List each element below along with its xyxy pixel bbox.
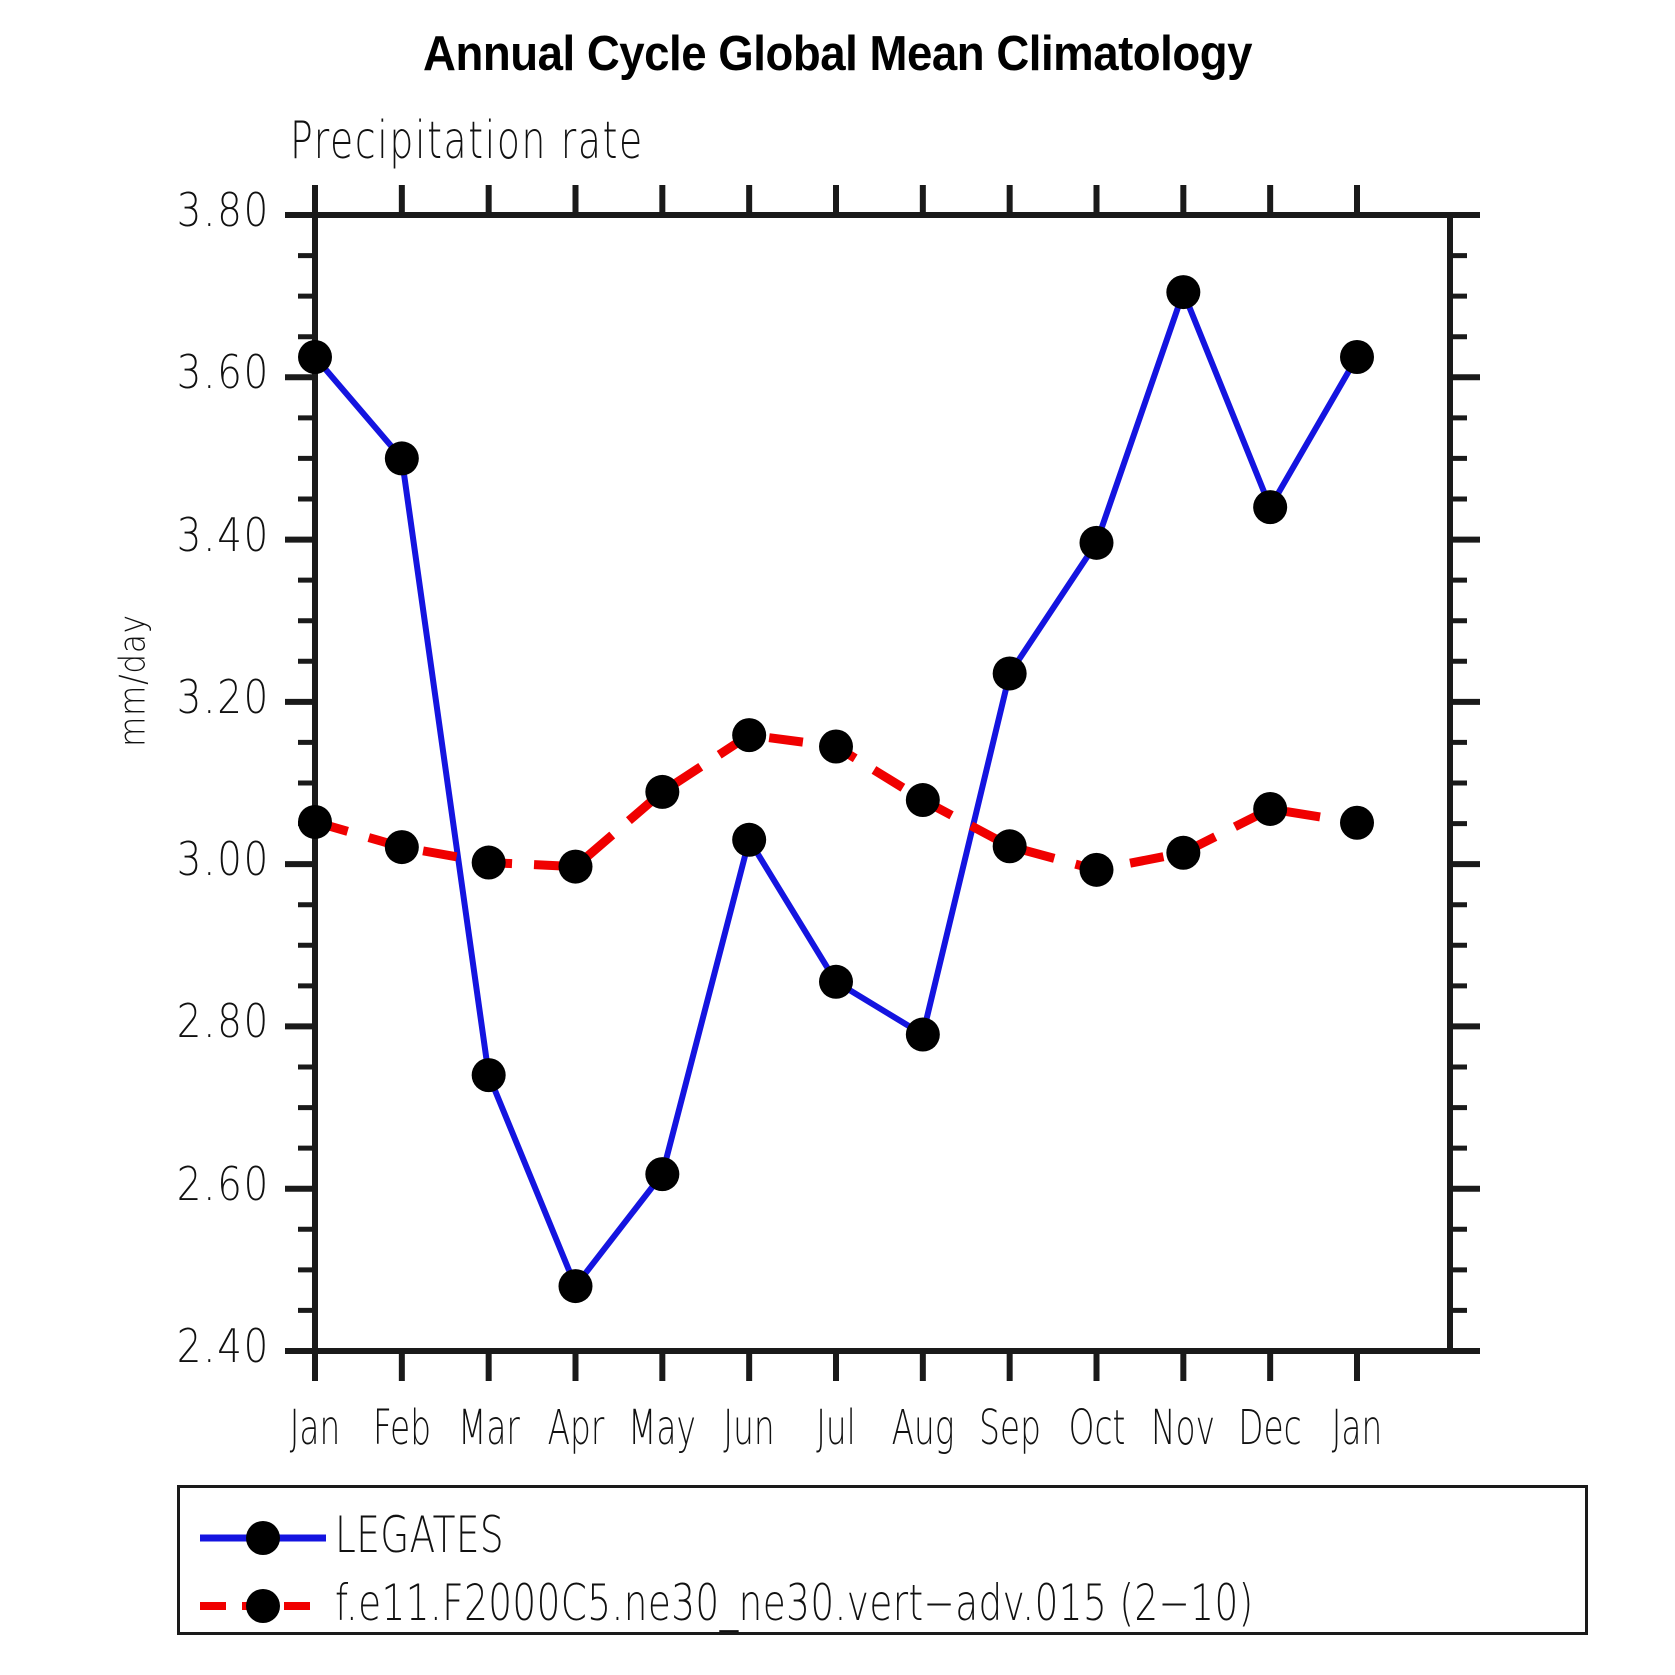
data-point — [558, 1269, 593, 1304]
x-tick-label: May — [628, 1399, 697, 1456]
data-point — [1166, 275, 1201, 310]
chart-subtitle: Precipitation rate — [290, 110, 644, 171]
y-tick-label: 3.60 — [176, 345, 270, 400]
data-point — [819, 964, 853, 999]
y-tick-label: 2.80 — [176, 994, 270, 1049]
data-point — [298, 804, 332, 839]
legend-swatch-model — [200, 1589, 326, 1623]
page-title: Annual Cycle Global Mean Climatology — [423, 27, 1252, 81]
data-point — [645, 774, 680, 809]
x-tick-label: Oct — [1068, 1399, 1125, 1456]
y-tick-label: 3.00 — [176, 832, 270, 887]
legend-label-0: LEGATES — [335, 1506, 505, 1565]
data-point — [992, 829, 1027, 864]
data-point — [732, 822, 767, 857]
data-point — [905, 1017, 940, 1052]
data-point — [1253, 791, 1288, 826]
data-point — [1079, 852, 1114, 887]
axis-ticks — [285, 185, 1480, 1381]
data-point — [992, 656, 1027, 691]
axes-frame — [312, 212, 1453, 1354]
y-tick-label: 3.40 — [176, 508, 270, 563]
data-point — [1253, 490, 1288, 525]
data-point — [471, 845, 506, 880]
x-tick-label: Jan — [1331, 1399, 1383, 1456]
x-tick-label: Mar — [457, 1399, 520, 1456]
data-point — [1340, 340, 1374, 374]
legend-label-1: f.e11.F2000C5.ne30_ne30.vert−adv.015 (2−… — [335, 1574, 1254, 1633]
y-tick-label: 3.20 — [176, 670, 270, 725]
data-point — [471, 1058, 506, 1093]
x-tick-label: Nov — [1151, 1399, 1216, 1456]
data-point — [645, 1157, 680, 1192]
x-tick-label: Jan — [289, 1399, 341, 1456]
x-tick-label: Sep — [978, 1399, 1041, 1456]
y-tick-label: 3.80 — [176, 183, 270, 238]
series-line-0 — [312, 283, 1360, 1293]
x-tick-label: Jul — [816, 1399, 856, 1456]
data-point — [819, 729, 853, 764]
x-tick-label: Jun — [723, 1399, 775, 1456]
data-series-group — [298, 275, 1374, 1304]
data-point — [384, 830, 419, 865]
data-point — [1079, 525, 1114, 560]
data-point — [905, 783, 940, 818]
data-point — [1340, 805, 1374, 840]
data-point — [384, 441, 419, 476]
x-tick-label: Dec — [1238, 1399, 1302, 1456]
chart-legend: LEGATES f.e11.F2000C5.ne30_ne30.vert−adv… — [177, 1485, 1588, 1635]
x-tick-label: Aug — [891, 1399, 955, 1456]
x-tick-label: Feb — [372, 1399, 431, 1456]
y-tick-label: 2.60 — [176, 1157, 270, 1212]
data-point — [732, 718, 767, 753]
x-tick-label: Apr — [547, 1399, 604, 1456]
data-point — [1166, 835, 1201, 870]
data-point — [558, 849, 593, 884]
y-tick-label: 2.40 — [176, 1319, 270, 1374]
data-point — [298, 340, 332, 374]
legend-swatch-legates — [200, 1521, 326, 1555]
